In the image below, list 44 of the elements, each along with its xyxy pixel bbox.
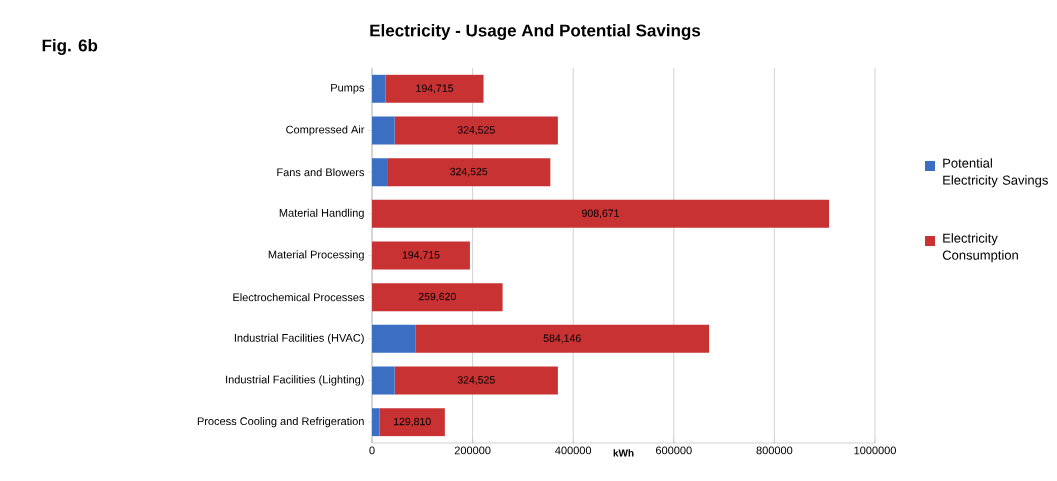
data-label: 194,715 (416, 84, 454, 94)
data-label: 324,525 (450, 167, 488, 177)
y-tick-label: Industrial Facilities (Lighting) (226, 375, 364, 386)
bar (387, 158, 551, 187)
bar (372, 199, 830, 228)
x-tick-label: 0 (369, 446, 375, 455)
bar (372, 366, 395, 395)
x-tick-label: 800000 (756, 446, 793, 455)
x-tick-label: 200000 (454, 446, 491, 455)
bar (372, 158, 388, 187)
x-axis-title: kWh (613, 449, 634, 457)
bar (372, 408, 380, 437)
data-label: 194,715 (402, 251, 440, 260)
legend-label: Potential Electricity Savings (943, 158, 1048, 188)
bar (394, 116, 558, 145)
y-tick-label: Industrial Facilities (HVAC) (234, 333, 364, 344)
x-tick-label: 600000 (656, 446, 692, 455)
bar (385, 74, 484, 103)
legend-label: Electricity Consumption (942, 233, 1018, 263)
data-label: 324,525 (457, 126, 495, 135)
y-tick-label: Material Handling (279, 208, 364, 219)
bar (372, 74, 386, 103)
x-tick-label: 1000000 (854, 446, 896, 455)
y-tick-label: Pumps (331, 83, 365, 94)
y-tick-label: Material Processing (268, 250, 364, 261)
chart-title: Electricity - Usage And Potential Savings (370, 24, 701, 40)
caption: Fig. 6b (42, 39, 98, 55)
data-label: 259,620 (418, 292, 456, 302)
x-tick-label: 400000 (555, 446, 592, 455)
bar (372, 283, 503, 312)
bar (372, 116, 395, 145)
y-tick-label: Fans and Blowers (277, 168, 365, 177)
bar (415, 324, 710, 353)
bar (394, 366, 558, 395)
bar (379, 408, 445, 437)
data-label: 908,671 (582, 209, 619, 219)
y-tick-label: Process Cooling and Refrigeration (197, 417, 364, 428)
y-tick-label: Compressed Air (286, 125, 365, 136)
data-label: 129,810 (394, 417, 431, 427)
y-tick-label: Electrochemical Processes (233, 293, 365, 302)
bar (372, 241, 470, 270)
bar (372, 324, 416, 353)
data-label: 324,525 (457, 376, 495, 385)
data-label: 584,146 (543, 334, 581, 344)
